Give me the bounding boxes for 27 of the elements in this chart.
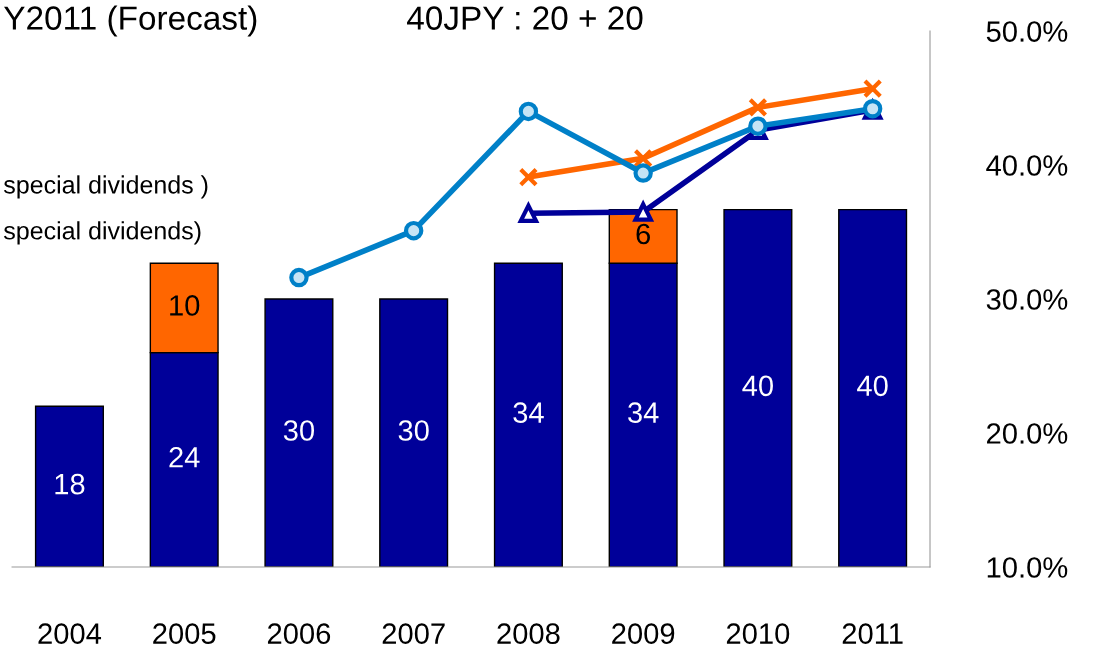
text: 40JPY : 20 + 20 — [407, 6, 643, 30]
x-tick-label: 2011 — [842, 623, 903, 644]
x-tick-label: 2005 — [153, 623, 216, 644]
annotation: special dividends ) — [3, 175, 208, 199]
y2-tick-label: 30.0% — [986, 289, 1068, 310]
y2-tick-label: 40.0% — [986, 155, 1068, 176]
x-tick-label: 2009 — [612, 623, 675, 644]
data-label: 6 — [636, 223, 650, 245]
data-label: 40 — [742, 375, 773, 397]
data-label: 24 — [169, 446, 200, 468]
y2-tick-label: 10.0% — [987, 557, 1068, 578]
data-label: 30 — [283, 420, 315, 441]
data-label: 34 — [513, 402, 544, 423]
data-label: 10 — [170, 295, 200, 316]
data-label: 18 — [55, 473, 85, 495]
x-tick-label: 2010 — [726, 623, 790, 644]
y2-tick-label: 50.0% — [986, 21, 1068, 42]
x-tick-label: 2004 — [38, 623, 102, 644]
data-label: 40 — [857, 375, 888, 397]
x-tick-label: 2006 — [267, 623, 331, 644]
y2-tick-label: 20.0% — [987, 423, 1068, 444]
x-tick-label: 2007 — [382, 623, 445, 644]
x-tick-label: 2008 — [497, 623, 560, 644]
annotation: Y2011 (Forecast) — [4, 5, 257, 37]
data-label: 30 — [398, 420, 429, 441]
annotation: special dividends) — [3, 221, 201, 245]
data-label: 34 — [628, 402, 659, 423]
